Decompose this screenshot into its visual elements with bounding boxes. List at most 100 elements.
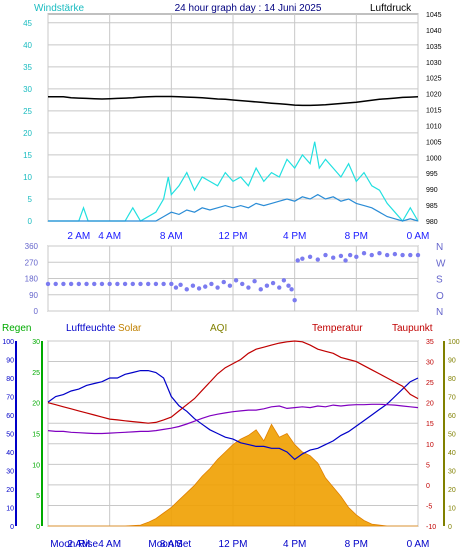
direction-tick-label: 180 bbox=[25, 275, 39, 284]
aqi-tick-label: 40 bbox=[448, 450, 456, 457]
wind-tick-label: 25 bbox=[23, 107, 32, 116]
direction-point bbox=[196, 286, 202, 291]
direction-point bbox=[323, 252, 328, 258]
bottom-axis-label: 4 PM bbox=[283, 539, 306, 550]
dewpoint-line bbox=[47, 403, 419, 435]
bottom-axis-label: 2 AM bbox=[67, 539, 90, 550]
direction-point bbox=[300, 256, 305, 261]
wind-tick-label: 20 bbox=[23, 129, 32, 138]
direction-tick-label: 270 bbox=[25, 258, 39, 267]
compass-label: N bbox=[436, 242, 443, 253]
rain-tick-label: 60 bbox=[6, 413, 14, 420]
wind-pressure-panel: 0510152025303540459809859909951000100510… bbox=[23, 12, 442, 242]
direction-point bbox=[130, 281, 135, 287]
rain-tick-label: 0 bbox=[10, 524, 14, 531]
bottom-axis-label: 12 PM bbox=[219, 539, 248, 550]
direction-point bbox=[415, 252, 421, 258]
pressure-tick-label: 995 bbox=[426, 171, 438, 178]
wind-tick-label: 5 bbox=[28, 195, 33, 204]
pressure-tick-label: 980 bbox=[426, 219, 438, 226]
wind-tick-label: 15 bbox=[23, 151, 32, 160]
rain-tick-label: 10 bbox=[6, 506, 14, 513]
direction-point bbox=[92, 281, 97, 287]
direction-point bbox=[331, 255, 336, 260]
direction-point bbox=[270, 280, 276, 286]
direction-point bbox=[107, 281, 112, 287]
direction-point bbox=[377, 251, 382, 256]
aqi-tick-label: 10 bbox=[448, 506, 456, 513]
direction-point bbox=[369, 252, 374, 258]
time-tick-label: 0 AM bbox=[407, 231, 430, 242]
direction-point bbox=[115, 281, 120, 287]
legend-rain: Regen bbox=[2, 323, 31, 334]
temperature-tick-label: 35 bbox=[426, 339, 434, 346]
direction-point bbox=[221, 279, 226, 285]
direction-point bbox=[400, 252, 405, 258]
temperature-tick-label: 5 bbox=[426, 462, 430, 469]
direction-point bbox=[99, 281, 105, 287]
direction-tick-label: 360 bbox=[25, 242, 39, 251]
compass-label: N bbox=[436, 307, 443, 318]
direction-point bbox=[68, 281, 74, 287]
direction-point bbox=[178, 282, 183, 288]
wind-tick-label: 10 bbox=[23, 173, 32, 182]
solar-area bbox=[48, 423, 418, 527]
temperature-tick-label: 25 bbox=[426, 380, 434, 387]
humidity-tick-label: 15 bbox=[32, 432, 40, 439]
rain-tick-label: 80 bbox=[6, 376, 14, 383]
direction-point bbox=[264, 283, 270, 288]
humidity-tick-label: 30 bbox=[32, 339, 40, 346]
direction-point bbox=[153, 281, 159, 287]
direction-point bbox=[392, 251, 398, 257]
pressure-tick-label: 1030 bbox=[426, 60, 442, 67]
direction-point bbox=[61, 281, 66, 287]
wind-direction-panel: 0 N 90 O 180 S 270 W 360 N bbox=[25, 242, 446, 318]
direction-point bbox=[281, 278, 287, 283]
direction-point bbox=[315, 257, 320, 262]
pressure-tick-label: 985 bbox=[426, 203, 438, 210]
wind-tick-label: 45 bbox=[23, 19, 32, 28]
time-tick-label: 4 PM bbox=[283, 231, 306, 242]
pressure-tick-label: 990 bbox=[426, 187, 438, 194]
direction-point bbox=[233, 278, 239, 283]
humidity-tick-label: 5 bbox=[36, 493, 40, 500]
time-tick-label: 12 PM bbox=[219, 231, 248, 242]
temperature-tick-label: 30 bbox=[426, 360, 434, 367]
aqi-tick-label: 0 bbox=[448, 524, 452, 531]
direction-point bbox=[343, 258, 348, 263]
wind-tick-label: 30 bbox=[23, 85, 32, 94]
direction-point bbox=[190, 283, 196, 288]
direction-point bbox=[161, 281, 166, 287]
direction-tick-label: 90 bbox=[29, 291, 38, 300]
rain-tick-label: 90 bbox=[6, 358, 14, 365]
aqi-tick-label: 30 bbox=[448, 469, 456, 476]
pressure-tick-label: 1000 bbox=[426, 155, 442, 162]
compass-label: S bbox=[436, 275, 443, 286]
direction-point bbox=[384, 252, 390, 258]
pressure-tick-label: 1040 bbox=[426, 28, 442, 35]
humidity-tick-label: 20 bbox=[32, 401, 40, 408]
direction-point bbox=[173, 285, 179, 290]
temperature-tick-label: -10 bbox=[426, 524, 436, 531]
direction-point bbox=[227, 283, 233, 288]
pressure-tick-label: 1020 bbox=[426, 92, 442, 99]
wind-tick-label: 35 bbox=[23, 63, 32, 72]
wind-tick-label: 0 bbox=[28, 217, 33, 226]
direction-point bbox=[209, 281, 214, 287]
bottom-axis-label: 8 PM bbox=[345, 539, 368, 550]
aqi-tick-label: 70 bbox=[448, 395, 456, 402]
aqi-tick-label: 20 bbox=[448, 487, 456, 494]
pressure-tick-label: 1015 bbox=[426, 108, 442, 115]
graph-title: 24 hour graph day : 14 Juni 2025 bbox=[175, 3, 322, 14]
wind-tick-label: 40 bbox=[23, 41, 32, 50]
direction-point bbox=[258, 287, 263, 292]
pressure-axis-title: Luftdruck bbox=[370, 3, 412, 14]
humidity-tick-label: 25 bbox=[32, 370, 40, 377]
pressure-tick-label: 1045 bbox=[426, 12, 442, 19]
time-tick-label: 4 AM bbox=[98, 231, 121, 242]
bottom-axis-label: Moon Rise bbox=[50, 539, 98, 550]
bottom-axis-label: Moon Set bbox=[148, 539, 191, 550]
direction-point bbox=[347, 252, 353, 258]
direction-point bbox=[361, 251, 367, 256]
time-tick-label: 8 PM bbox=[345, 231, 368, 242]
